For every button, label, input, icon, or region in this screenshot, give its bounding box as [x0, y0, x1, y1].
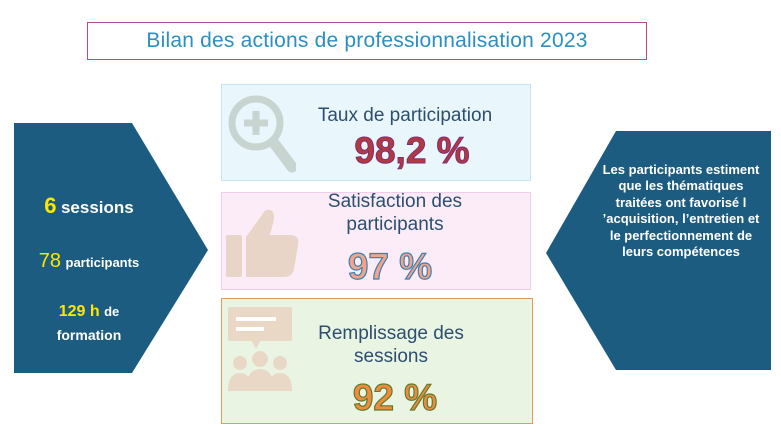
participants-label: participants	[65, 255, 140, 270]
hours-label: de	[104, 304, 120, 319]
card-remplissage-label: Remplissage des sessions	[318, 323, 464, 367]
sessions-label: sessions	[60, 198, 134, 217]
thumbs-up-icon	[222, 205, 302, 286]
left-stats-panel: 6 sessions 78 participants 129 h de form…	[14, 123, 164, 373]
hours-number: 129 h	[58, 303, 100, 320]
right-arrow-shape	[546, 131, 771, 370]
magnifier-plus-icon	[224, 89, 298, 182]
sessions-number: 6	[44, 193, 57, 218]
right-conclusion-text: Les participants estiment que les thémat…	[602, 162, 760, 260]
card-satisfaction-value: 97 %	[347, 245, 433, 287]
title-text: Bilan des actions de professionnalisatio…	[146, 29, 588, 52]
card-participation-value: 98,2 %	[354, 130, 470, 172]
card-satisfaction-label: Satisfaction des participants	[327, 191, 463, 235]
card-satisfaction: Satisfaction des participants 97 %	[221, 191, 531, 290]
participants-number: 78	[38, 250, 62, 272]
card-remplissage: Remplissage des sessions 92 %	[221, 298, 533, 424]
left-arrow-shape	[14, 123, 208, 373]
card-participation: Taux de participation 98,2 %	[221, 84, 531, 181]
card-remplissage-value: 92 %	[352, 376, 438, 418]
group-discussion-icon	[226, 305, 296, 398]
formation-label: formation	[56, 327, 122, 343]
page-title: Bilan des actions de professionnalisatio…	[87, 22, 647, 60]
card-participation-label: Taux de participation	[317, 105, 493, 126]
